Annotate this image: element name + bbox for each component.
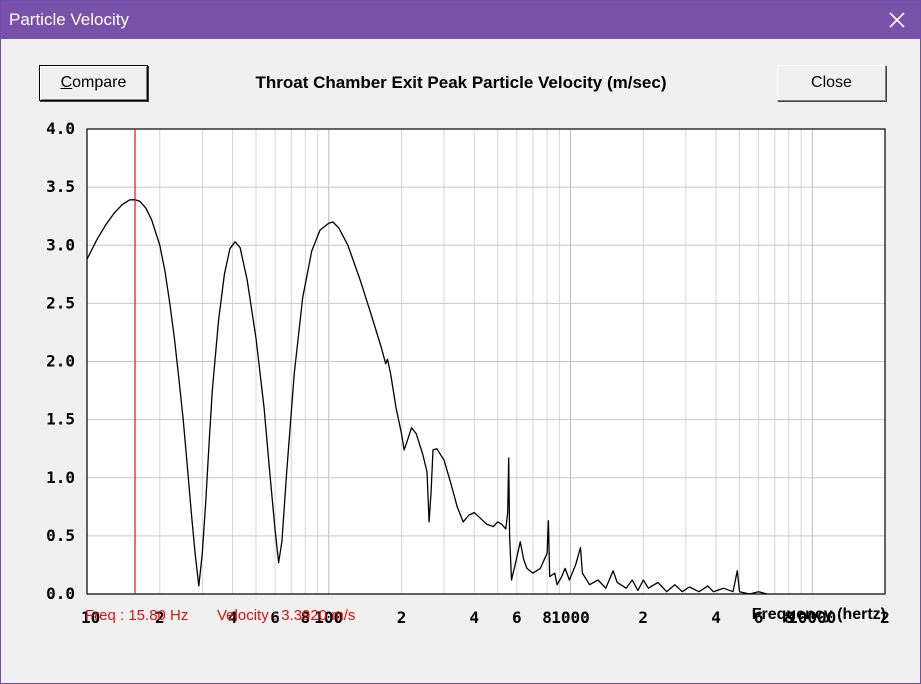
x-tick-label: 100 (314, 608, 343, 627)
x-tick-label: 6 (270, 608, 280, 627)
y-tick-label: 3.5 (46, 177, 75, 196)
compare-button[interactable]: Compare (39, 65, 148, 101)
x-tick-label: 10000 (788, 608, 836, 627)
y-tick-label: 2.5 (46, 293, 75, 312)
window-title: Particle Velocity (9, 10, 129, 29)
compare-accelerator: C (60, 74, 73, 91)
y-tick-label: 1.0 (46, 468, 75, 487)
y-tick-label: 0.5 (46, 526, 75, 545)
title-bar[interactable]: Particle Velocity (1, 1, 920, 39)
x-tick-label: 8 (300, 608, 310, 627)
x-tick-label: 8 (784, 608, 794, 627)
cursor-frequency-readout: Freq : 15.80 Hz (85, 607, 189, 624)
x-tick-label: 8 (542, 608, 552, 627)
x-tick-label: 4 (228, 608, 238, 627)
x-tick-label: 2 (880, 608, 890, 627)
y-tick-label: 1.5 (46, 410, 75, 429)
velocity-series-line (86, 199, 768, 595)
close-x-icon[interactable] (882, 5, 912, 35)
x-tick-label: 2 (397, 608, 407, 627)
y-tick-label: 0.0 (46, 584, 75, 603)
x-tick-label: 4 (469, 608, 479, 627)
x-tick-label: 1000 (551, 608, 590, 627)
x-tick-label: 2 (638, 608, 648, 627)
x-tick-label: 6 (512, 608, 522, 627)
x-tick-label: 2 (155, 608, 165, 627)
y-tick-label: 2.0 (46, 352, 75, 371)
plot-frame (86, 128, 886, 595)
x-tick-label: 6 (754, 608, 764, 627)
x-tick-label: 4 (711, 608, 721, 627)
compare-button-label: ompare (72, 74, 127, 91)
x-tick-label: 10 (81, 608, 100, 627)
close-button[interactable]: Close (777, 65, 886, 101)
cursor-velocity-readout: Velocity : 3.3920 m/s (217, 607, 356, 624)
x-axis-label: Frequency (hertz) (751, 606, 886, 623)
y-tick-label: 4.0 (46, 119, 75, 138)
y-tick-label: 3.0 (46, 235, 75, 254)
chart-title: Throat Chamber Exit Peak Particle Veloci… (255, 73, 667, 92)
